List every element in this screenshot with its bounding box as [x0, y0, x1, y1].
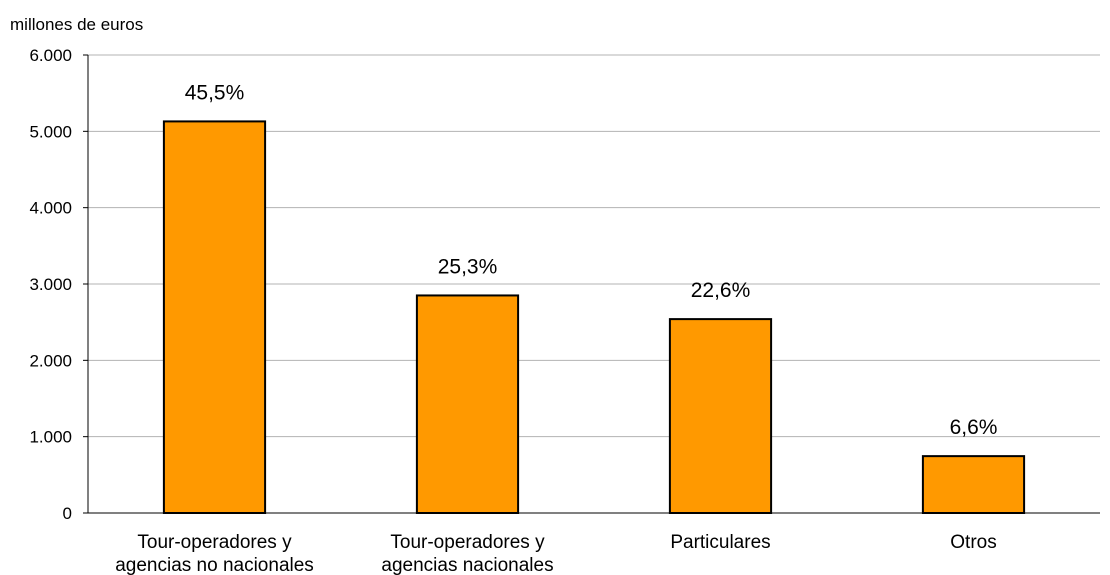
y-tick-label-2: 2.000: [29, 351, 72, 370]
category-label-2: Particulares: [670, 532, 770, 553]
bar-0: [162, 120, 267, 514]
data-label-0: 45,5%: [185, 81, 245, 104]
data-label-1: 25,3%: [438, 255, 498, 278]
y-tick-label-3: 3.000: [29, 275, 72, 294]
category-label-1-line-0: Tour-operadores y: [390, 532, 545, 553]
category-label-0-line-0: Tour-operadores y: [137, 532, 292, 553]
category-label-1-line-1: agencias nacionales: [381, 555, 553, 575]
category-label-0-line-1: agencias no nacionales: [115, 555, 314, 575]
y-tick-label-5: 5.000: [29, 122, 72, 141]
y-tick-label-6: 6.000: [29, 46, 72, 65]
category-label-0: Tour-operadores y agencias no nacionales: [115, 532, 314, 575]
y-axis-ticks: 0 1.000 2.000 3.000 4.000 5.000 6.000: [29, 46, 88, 523]
category-label-3-line-0: Otros: [950, 532, 996, 553]
y-axis-unit-label: millones de euros: [10, 15, 143, 34]
category-label-1: Tour-operadores y agencias nacionales: [381, 532, 553, 575]
data-labels: 45,5% 25,3% 22,6% 6,6%: [185, 81, 998, 439]
y-tick-label-1: 1.000: [29, 428, 72, 447]
category-label-3: Otros: [950, 532, 996, 553]
bar-2: [668, 318, 773, 515]
category-labels: Tour-operadores y agencias no nacionalesT…: [115, 532, 997, 575]
data-label-2: 22,6%: [691, 279, 751, 302]
bar-1: [415, 294, 520, 515]
bars: [162, 120, 1026, 515]
y-tick-label-4: 4.000: [29, 199, 72, 218]
bar-3: [921, 455, 1026, 514]
y-tick-label-0: 0: [63, 504, 72, 523]
category-label-2-line-0: Particulares: [670, 532, 770, 553]
data-label-3: 6,6%: [950, 416, 998, 439]
